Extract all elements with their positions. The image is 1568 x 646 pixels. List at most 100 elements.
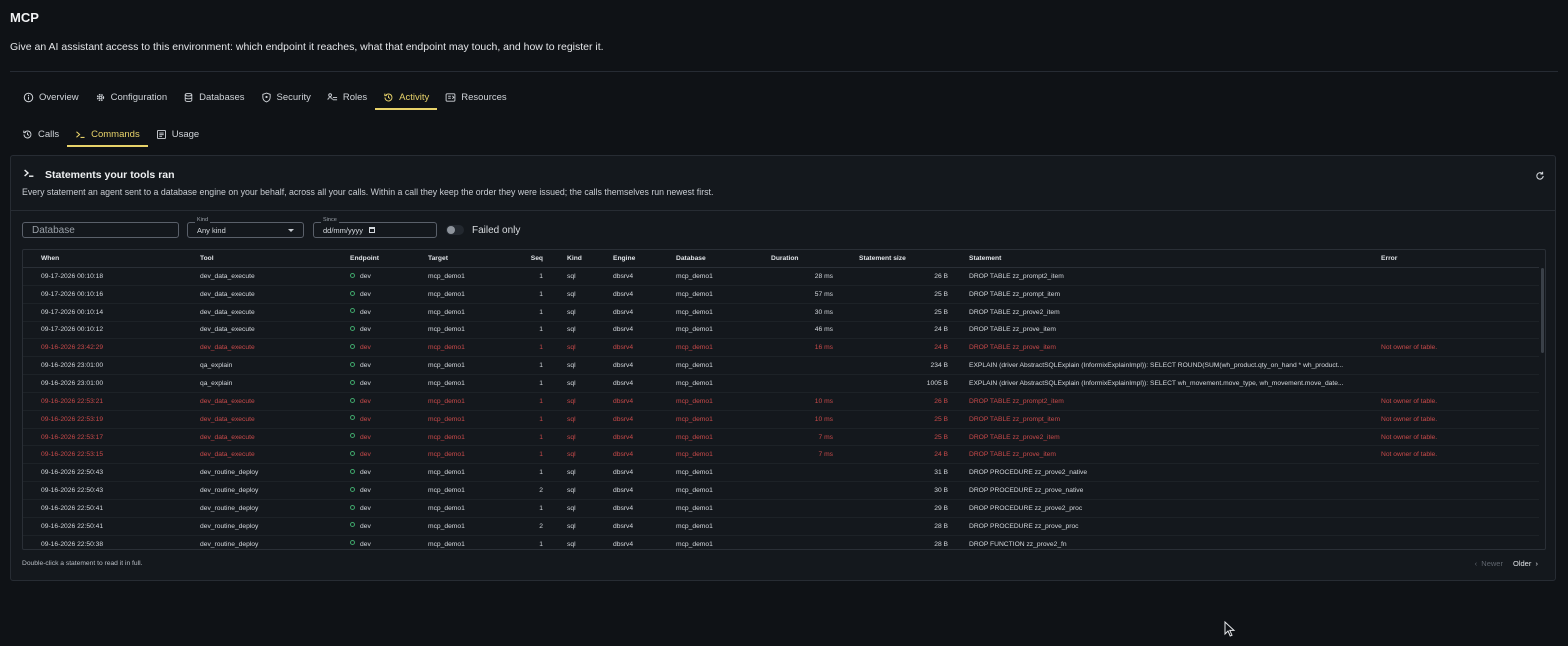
cell-engine: dbsrv4: [595, 321, 658, 340]
table-row[interactable]: 09-16-2026 23:01:00 qa_explain dev mcp_demo…: [23, 374, 1539, 393]
cell-statement[interactable]: DROP TABLE zz_prove2_item: [951, 303, 1363, 322]
database-filter-input[interactable]: [22, 222, 179, 238]
cell-statement-size: 26 B: [841, 267, 951, 286]
column-header-tool[interactable]: Tool: [182, 250, 332, 268]
cell-target: mcp_demo1: [410, 517, 504, 536]
cell-statement[interactable]: DROP PROCEDURE zz_prove2_native: [951, 463, 1363, 483]
cell-database: mcp_demo1: [658, 374, 753, 393]
table-scrollbar[interactable]: [1541, 268, 1544, 353]
cell-duration: 46 ms: [753, 321, 841, 340]
cell-kind: sql: [549, 374, 595, 393]
column-header-duration[interactable]: Duration: [753, 250, 841, 268]
cell-database: mcp_demo1: [658, 285, 753, 304]
tab-activity[interactable]: Activity: [375, 85, 438, 110]
cell-engine: dbsrv4: [595, 285, 658, 304]
cell-tool: dev_routine_deploy: [182, 481, 332, 500]
table-row[interactable]: 09-17-2026 00:10:14 dev_data_execute dev mc…: [23, 303, 1539, 322]
cell-statement[interactable]: DROP TABLE zz_prove_item: [951, 321, 1363, 340]
cell-statement[interactable]: DROP FUNCTION zz_prove2_fn: [951, 535, 1363, 549]
cell-statement[interactable]: DROP TABLE zz_prove_item: [951, 338, 1363, 358]
tab-label: Usage: [171, 128, 200, 140]
tab-label: Calls: [38, 128, 60, 140]
table-row[interactable]: 09-16-2026 23:42:29 dev_data_execute dev mc…: [23, 338, 1539, 358]
table-row[interactable]: 09-16-2026 22:50:41 dev_routine_deploy dev…: [23, 517, 1539, 536]
tab-commands[interactable]: Commands: [67, 122, 148, 147]
tab-overview[interactable]: Overview: [15, 85, 87, 109]
cell-statement-size: 28 B: [841, 535, 951, 549]
tab-configuration[interactable]: Configuration: [87, 85, 176, 109]
tab-label: Overview: [39, 91, 79, 103]
column-header-kind[interactable]: Kind: [549, 250, 595, 268]
tab-label: Databases: [199, 91, 245, 103]
table-row[interactable]: 09-16-2026 22:50:43 dev_routine_deploy dev…: [23, 463, 1539, 483]
cell-statement-size: 25 B: [841, 410, 951, 429]
cell-database: mcp_demo1: [658, 481, 753, 500]
column-header-error[interactable]: Error: [1363, 250, 1539, 268]
column-header-statement-size[interactable]: Statement size: [841, 250, 951, 268]
column-header-when[interactable]: When: [23, 250, 182, 268]
activity-subtabs: Calls Commands Usage: [14, 122, 207, 147]
cell-statement[interactable]: DROP TABLE zz_prompt_item: [951, 410, 1363, 429]
cell-statement[interactable]: DROP TABLE zz_prove_item: [951, 445, 1363, 465]
cell-database: mcp_demo1: [658, 499, 753, 518]
cell-when: 09-16-2026 22:50:38: [23, 535, 182, 549]
tab-calls[interactable]: Calls: [14, 122, 67, 146]
table-row[interactable]: 09-16-2026 22:53:19 dev_data_execute dev mc…: [23, 410, 1539, 429]
table-row[interactable]: 09-17-2026 00:10:12 dev_data_execute dev mc…: [23, 321, 1539, 340]
cell-statement[interactable]: EXPLAIN (driver AbstractSQLExplain (Info…: [951, 374, 1363, 393]
cell-tool: dev_routine_deploy: [182, 499, 332, 518]
endpoint-status-icon: [350, 504, 355, 510]
cell-statement[interactable]: DROP TABLE zz_prompt2_item: [951, 392, 1363, 411]
table-row[interactable]: 09-16-2026 22:50:43 dev_routine_deploy dev…: [23, 481, 1539, 500]
calendar-icon[interactable]: [369, 227, 376, 233]
cell-tool: dev_data_execute: [182, 285, 332, 304]
cell-engine: dbsrv4: [595, 517, 658, 536]
cell-statement[interactable]: DROP PROCEDURE zz_prove_native: [951, 481, 1363, 500]
cell-target: mcp_demo1: [410, 392, 504, 411]
cell-when: 09-16-2026 22:50:43: [23, 481, 182, 500]
since-date-input[interactable]: Since dd/mm/yyyy: [313, 217, 437, 238]
table-row[interactable]: 09-16-2026 22:53:17 dev_data_execute dev mc…: [23, 428, 1539, 447]
newer-button[interactable]: ‹ Newer: [1474, 559, 1503, 568]
table-row[interactable]: 09-17-2026 00:10:18 dev_data_execute dev mc…: [23, 267, 1539, 286]
cell-statement-size: 28 B: [841, 517, 951, 536]
table-row[interactable]: 09-16-2026 22:50:38 dev_routine_deploy dev…: [23, 535, 1539, 549]
table-row[interactable]: 09-16-2026 22:50:41 dev_routine_deploy dev…: [23, 499, 1539, 518]
tab-databases[interactable]: Databases: [175, 85, 252, 109]
refresh-icon[interactable]: [1535, 168, 1545, 180]
column-header-statement[interactable]: Statement: [951, 250, 1363, 268]
cell-statement[interactable]: DROP PROCEDURE zz_prove2_proc: [951, 499, 1363, 518]
table-row[interactable]: 09-16-2026 23:01:00 qa_explain dev mcp_demo…: [23, 356, 1539, 376]
tab-resources[interactable]: Resources: [437, 85, 514, 109]
tab-security[interactable]: Security: [253, 85, 319, 109]
column-header-engine[interactable]: Engine: [595, 250, 658, 268]
tab-roles[interactable]: Roles: [319, 85, 375, 109]
cell-statement[interactable]: DROP TABLE zz_prove2_item: [951, 428, 1363, 447]
column-header-target[interactable]: Target: [410, 250, 504, 268]
table-row[interactable]: 09-16-2026 22:53:21 dev_data_execute dev mc…: [23, 392, 1539, 411]
column-header-seq[interactable]: Seq: [504, 250, 549, 268]
cell-engine: dbsrv4: [595, 410, 658, 429]
endpoint-label: dev: [360, 469, 371, 477]
cell-tool: dev_routine_deploy: [182, 517, 332, 536]
cell-kind: sql: [549, 303, 595, 322]
failed-only-toggle[interactable]: [446, 225, 464, 235]
cell-seq: 1: [504, 410, 549, 429]
cell-statement[interactable]: EXPLAIN (driver AbstractSQLExplain (Info…: [951, 356, 1363, 376]
cell-engine: dbsrv4: [595, 338, 658, 358]
cell-statement[interactable]: DROP PROCEDURE zz_prove_proc: [951, 517, 1363, 536]
cell-duration: [753, 356, 841, 376]
column-header-endpoint[interactable]: Endpoint: [332, 250, 410, 268]
cell-error: Not owner of table.: [1363, 392, 1539, 411]
tab-usage[interactable]: Usage: [148, 122, 207, 146]
cell-endpoint: dev: [332, 285, 410, 304]
cell-target: mcp_demo1: [410, 303, 504, 322]
cell-tool: qa_explain: [182, 356, 332, 376]
older-button[interactable]: Older ›: [1512, 559, 1538, 568]
column-header-database[interactable]: Database: [658, 250, 753, 268]
table-row[interactable]: 09-17-2026 00:10:16 dev_data_execute dev mc…: [23, 285, 1539, 304]
table-row[interactable]: 09-16-2026 22:53:15 dev_data_execute dev mc…: [23, 445, 1539, 465]
kind-select[interactable]: Kind Any kind: [187, 217, 304, 238]
cell-statement[interactable]: DROP TABLE zz_prompt2_item: [951, 267, 1363, 286]
cell-statement[interactable]: DROP TABLE zz_prompt_item: [951, 285, 1363, 304]
